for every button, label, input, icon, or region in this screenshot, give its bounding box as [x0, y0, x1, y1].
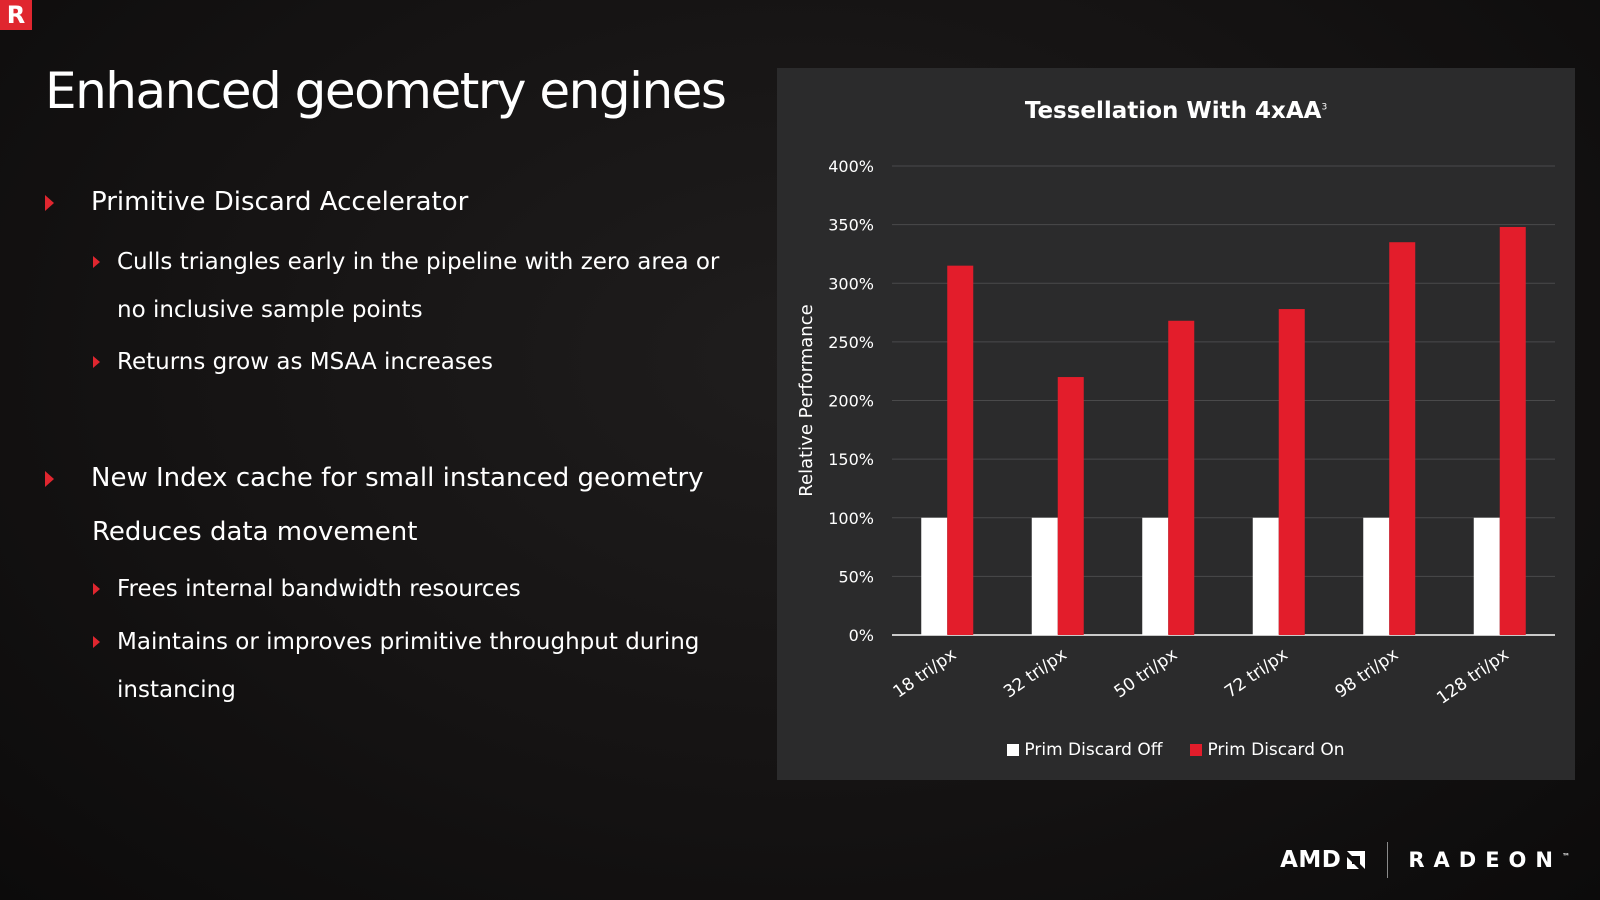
y-axis-label: Relative Performance — [796, 304, 817, 496]
bullet-text-line: Maintains or improves primitive throughp… — [117, 629, 700, 655]
x-tick-label: 32 tri/px — [1000, 645, 1070, 703]
bullet-text: Culls triangles early in the pipeline wi… — [117, 238, 719, 334]
bar-prim-discard-on — [1057, 377, 1084, 635]
chart-legend: Prim Discard Off Prim Discard On — [777, 740, 1575, 760]
y-tick-label: 350% — [828, 216, 874, 235]
bullet-primitive-discard: Primitive Discard Accelerator — [45, 176, 468, 228]
legend-label-off: Prim Discard Off — [1024, 740, 1163, 760]
bar-prim-discard-on — [1389, 242, 1416, 635]
bullet-index-cache: New Index cache for small instanced geom… — [45, 452, 704, 504]
bullet-text: Maintains or improves primitive throughp… — [117, 618, 699, 714]
bullet-arrow-icon — [93, 256, 100, 268]
chart-panel: Tessellation With 4xAA3 0% 50% 100% 150% 200… — [777, 68, 1575, 780]
y-tick-label: 250% — [828, 333, 874, 352]
bullet-arrow-icon — [93, 636, 100, 648]
legend-swatch-on — [1190, 744, 1203, 756]
bullet-text-line: Culls triangles early in the pipeline wi… — [117, 249, 720, 275]
sub-bullet-returns-grow: Returns grow as MSAA increases — [93, 338, 493, 386]
x-tick-label: 72 tri/px — [1221, 645, 1291, 703]
y-tick-label: 100% — [828, 509, 874, 528]
sub-bullet-culls-triangles: Culls triangles early in the pipeline wi… — [93, 238, 719, 334]
sub-bullet-maintains-throughput: Maintains or improves primitive throughp… — [93, 618, 699, 714]
x-tick-label: 128 tri/px — [1433, 645, 1512, 709]
footer-logos: AMD RADEON™ — [1280, 840, 1570, 880]
bar-chart: 0% 50% 100% 150% 200% 250% 300% 350% 400% Relativ… — [796, 157, 1555, 709]
bullet-text: Returns grow as MSAA increases — [117, 349, 493, 375]
chart-title-footnote: 3 — [1321, 102, 1328, 113]
bar-prim-discard-off — [1252, 517, 1279, 635]
y-tick-label: 200% — [828, 392, 874, 411]
bullet-text: Frees internal bandwidth resources — [117, 576, 521, 602]
bullet-arrow-icon — [93, 583, 100, 595]
bullet-text: Primitive Discard Accelerator — [91, 187, 469, 217]
chart-title-text: Tessellation With 4xAA — [1024, 98, 1322, 124]
y-tick-label: 50% — [838, 567, 874, 586]
radeon-logo: RADEON™ — [1408, 848, 1570, 872]
chart-title: Tessellation With 4xAA3 — [777, 98, 1575, 124]
bullet-text-line: instancing — [117, 677, 236, 703]
y-tick-label: 150% — [828, 450, 874, 469]
bar-prim-discard-on — [1499, 226, 1526, 635]
y-tick-label: 0% — [849, 626, 874, 645]
legend-item-off: Prim Discard Off — [1007, 740, 1162, 760]
slide-title: Enhanced geometry engines — [45, 62, 727, 120]
bar-prim-discard-on — [947, 265, 974, 635]
bar-prim-discard-off — [1142, 517, 1169, 635]
amd-wordmark: AMD — [1280, 847, 1342, 873]
bar-prim-discard-on — [1278, 309, 1305, 635]
bar-prim-discard-off — [921, 517, 948, 635]
legend-item-on: Prim Discard On — [1190, 740, 1345, 760]
logo-divider — [1387, 842, 1389, 878]
trademark-symbol: ™ — [1562, 852, 1570, 861]
bar-prim-discard-off — [1031, 517, 1058, 635]
bullet-arrow-icon — [93, 356, 100, 368]
amd-logo: AMD — [1280, 847, 1367, 873]
bullet-text-line: no inclusive sample points — [117, 297, 423, 323]
bullet-text: New Index cache for small instanced geom… — [91, 463, 704, 493]
sub-bullet-frees-bandwidth: Frees internal bandwidth resources — [93, 565, 521, 613]
bullet-arrow-icon — [45, 195, 54, 211]
legend-swatch-off — [1007, 744, 1020, 756]
y-tick-label: 400% — [828, 157, 874, 176]
y-tick-label: 300% — [828, 274, 874, 293]
bullet-continuation: Reduces data movement — [92, 517, 418, 547]
radeon-r-logo: R — [0, 0, 32, 30]
x-tick-label: 50 tri/px — [1111, 645, 1181, 703]
x-tick-label: 98 tri/px — [1332, 645, 1402, 703]
x-tick-label: 18 tri/px — [890, 645, 960, 703]
legend-label-on: Prim Discard On — [1207, 740, 1345, 760]
bar-prim-discard-off — [1363, 517, 1390, 635]
radeon-wordmark: RADEON — [1408, 848, 1562, 872]
bullet-arrow-icon — [45, 471, 54, 487]
bar-prim-discard-off — [1473, 517, 1500, 635]
bar-prim-discard-on — [1168, 320, 1195, 635]
amd-arrow-icon — [1347, 851, 1366, 869]
